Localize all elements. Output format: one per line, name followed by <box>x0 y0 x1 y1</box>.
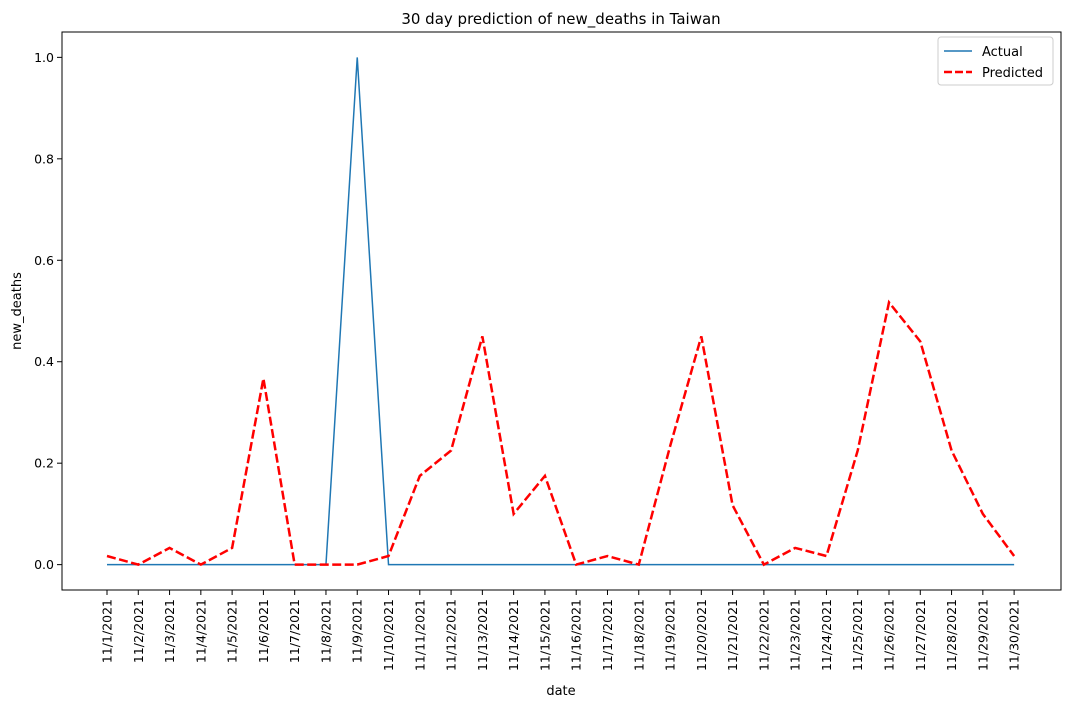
x-tick-label: 11/6/2021 <box>256 599 271 663</box>
x-tick-label: 11/2/2021 <box>131 599 146 663</box>
x-tick-label: 11/19/2021 <box>663 599 678 671</box>
x-tick-label: 11/27/2021 <box>913 599 928 671</box>
plot-area <box>61 31 1062 591</box>
x-tick-label: 11/10/2021 <box>381 599 396 671</box>
x-tick-label: 11/11/2021 <box>412 599 427 671</box>
x-tick-label: 11/30/2021 <box>1007 599 1022 671</box>
x-tick-label: 11/18/2021 <box>631 599 646 671</box>
y-axis: 0.0 0.2 0.4 0.6 0.8 1.0 <box>34 50 62 572</box>
x-tick-label: 11/29/2021 <box>975 599 990 671</box>
x-tick-label: 11/9/2021 <box>350 599 365 663</box>
y-tick-label: 0.2 <box>34 456 54 471</box>
y-tick-label: 0.0 <box>34 557 54 572</box>
x-tick-label: 11/4/2021 <box>193 599 208 663</box>
x-tick-label: 11/26/2021 <box>882 599 897 671</box>
y-tick-label: 1.0 <box>34 50 54 65</box>
x-tick-label: 11/24/2021 <box>819 599 834 671</box>
series-layer <box>106 57 1016 567</box>
plot-frame <box>61 31 1062 591</box>
chart-title: 30 day prediction of new_deaths in Taiwa… <box>401 10 720 29</box>
x-tick-label: 11/13/2021 <box>475 599 490 671</box>
x-tick-label: 11/3/2021 <box>162 599 177 663</box>
x-tick-label: 11/5/2021 <box>225 599 240 663</box>
x-axis-label: date <box>546 684 575 699</box>
y-tick-label: 0.4 <box>34 354 54 369</box>
x-tick-label: 11/25/2021 <box>850 599 865 671</box>
x-tick-label: 11/23/2021 <box>788 599 803 671</box>
x-tick-label: 11/14/2021 <box>506 599 521 671</box>
x-tick-label: 11/22/2021 <box>756 599 771 671</box>
y-tick-label: 0.8 <box>34 151 54 166</box>
legend-predicted-label: Predicted <box>982 66 1043 81</box>
x-axis: 11/1/2021 11/2/2021 11/3/2021 11/4/2021 11/5… <box>100 590 1022 671</box>
x-tick-label: 11/1/2021 <box>100 599 115 663</box>
x-tick-label: 11/17/2021 <box>600 599 615 671</box>
x-tick-label: 11/15/2021 <box>537 599 552 671</box>
x-tick-label: 11/12/2021 <box>444 599 459 671</box>
x-tick-label: 11/16/2021 <box>569 599 584 671</box>
x-tick-label: 11/20/2021 <box>694 599 709 671</box>
legend: Actual Predicted <box>937 36 1054 86</box>
y-axis-label: new_deaths <box>10 272 25 350</box>
series-line-predicted <box>106 299 1016 567</box>
x-tick-label: 11/7/2021 <box>287 599 302 663</box>
series-line-actual <box>107 57 1015 566</box>
x-tick-label: 11/21/2021 <box>725 599 740 671</box>
x-tick-label: 11/28/2021 <box>944 599 959 671</box>
x-tick-label: 11/8/2021 <box>318 599 333 663</box>
legend-actual-label: Actual <box>982 45 1023 60</box>
y-tick-label: 0.6 <box>34 253 54 268</box>
